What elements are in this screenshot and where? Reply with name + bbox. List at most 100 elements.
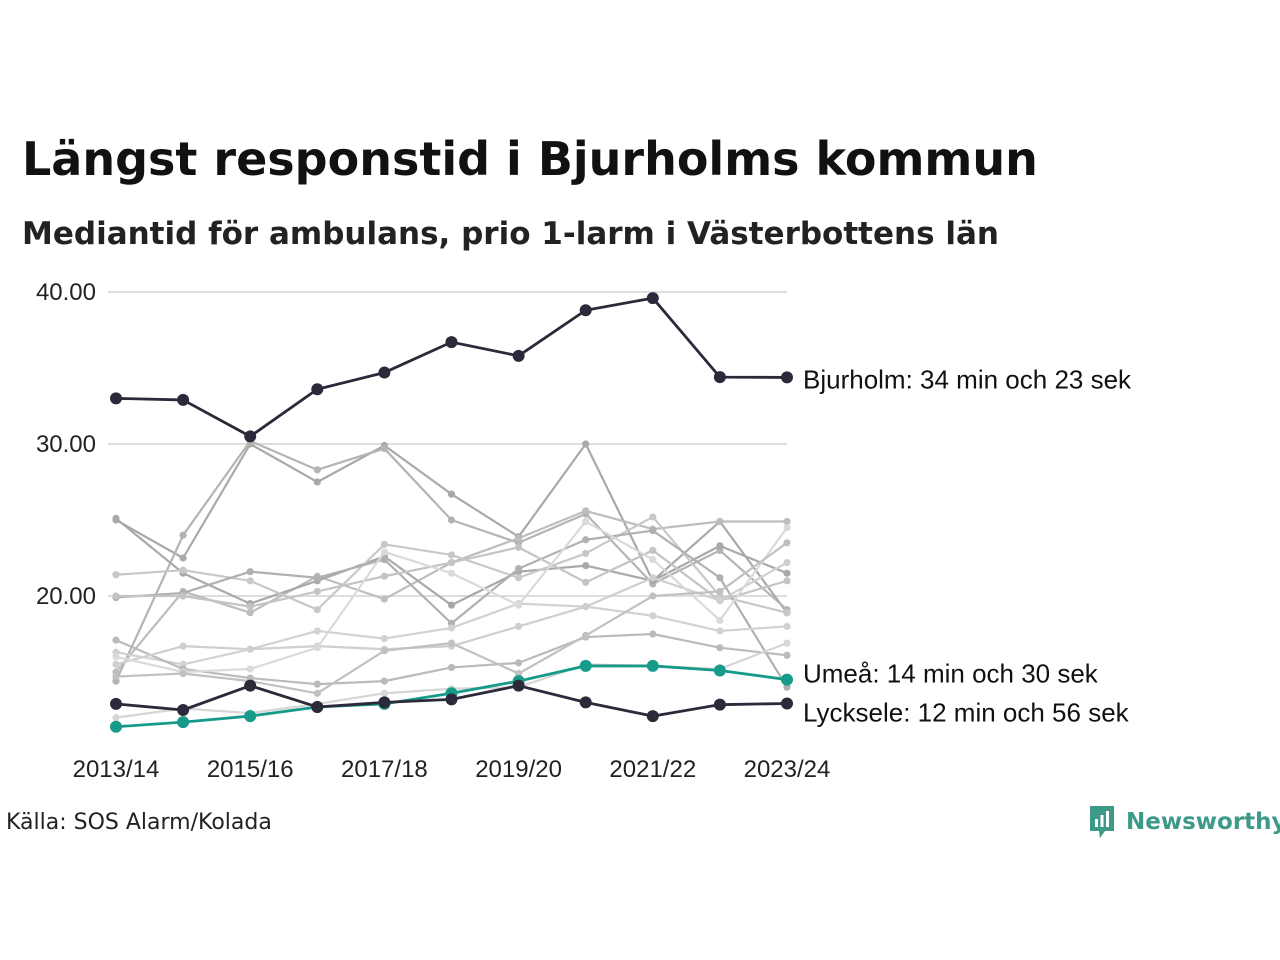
series-point [177,704,190,716]
series-point [649,513,657,521]
series-point [112,714,120,722]
series-point [579,304,592,317]
series-point [112,660,120,669]
newsworthy-logo[interactable]: Newsworthy [1088,802,1280,842]
series-point [447,569,456,577]
series-point [447,490,456,498]
source-note: Källa: SOS Alarm/Kolada [6,810,272,835]
series-point [378,366,391,379]
series-point [110,697,122,710]
series-point [179,669,187,678]
series-point [781,673,793,686]
series-point [179,554,187,562]
series-point [313,680,321,688]
series-point [244,679,257,692]
series-point [582,562,590,570]
background-series-line [112,600,791,669]
axis-labels: 20.00 30.00 40.00 2013/14 2015/16 2017/18 2019… [36,279,830,783]
series-point [313,627,321,635]
x-tick-label: 2015/16 [207,756,294,783]
series-point [112,672,120,681]
series-point [716,542,724,550]
series-point [515,622,523,631]
series-point [311,383,324,396]
series-point [380,540,388,548]
series-point [380,647,388,655]
series-point [246,603,254,611]
series-point [783,609,791,617]
series-point [515,543,523,551]
series-point [244,710,257,723]
series-point [445,336,458,349]
series-point [447,558,456,567]
series-point [447,639,456,647]
series-point [246,568,254,576]
series-point [177,716,190,729]
series-point [380,595,388,603]
series-point [582,440,590,448]
series-bjurholm [110,292,793,443]
series-point [447,624,456,632]
brand-name: Newsworthy [1126,809,1280,835]
series-point [447,551,456,559]
series-point [246,645,254,653]
series-point [246,665,254,673]
series-point [649,546,657,555]
series-point [244,430,257,443]
series-point [781,371,793,384]
series-point [313,689,321,697]
series-point [515,565,523,573]
series-point [313,606,321,614]
series-point [112,653,120,661]
series-point [713,371,726,384]
series-line [115,642,788,719]
x-tick-label: 2019/20 [475,756,562,783]
series-point [380,555,388,564]
series-point [716,616,724,624]
series-point [716,627,724,635]
background-series-line [112,517,791,676]
series-point [649,527,657,535]
series-point [515,669,523,678]
background-series-line [112,630,791,688]
series-point [512,679,525,692]
end-labels: Bjurholm: 34 min och 23 sek Umeå: 14 min … [803,364,1132,727]
series-point [380,677,388,685]
series-point [311,700,324,713]
series-point [380,572,388,580]
y-tick-label: 30.00 [36,431,96,458]
series-point [112,514,120,523]
series-point [582,631,590,640]
series-point [783,517,791,526]
series-point [177,393,190,406]
series-point [716,644,724,652]
series-point [112,592,120,600]
x-tick-label: 2017/18 [341,756,428,783]
series-point [582,603,590,611]
series-point [313,574,321,582]
series-point [716,587,724,596]
series-point [646,659,659,672]
x-tick-label: 2013/14 [73,756,160,783]
series-point [447,516,456,524]
series-point [179,566,187,574]
series-point [582,507,590,515]
series-point [783,651,791,659]
series-point [179,531,187,539]
series-point [445,693,458,706]
series-point [313,587,321,596]
series-point [783,639,791,647]
series-point [649,592,657,600]
series-point [110,392,122,405]
series-point [179,592,187,600]
background-series-line [112,513,791,617]
series-point [515,574,523,582]
chart-title: Längst responstid i Bjurholms kommun [22,132,1038,186]
series-point [579,696,592,709]
series-point [716,574,724,582]
series-point [783,577,791,585]
series-point [649,630,657,638]
series-point [582,578,590,586]
series-point [582,549,590,558]
